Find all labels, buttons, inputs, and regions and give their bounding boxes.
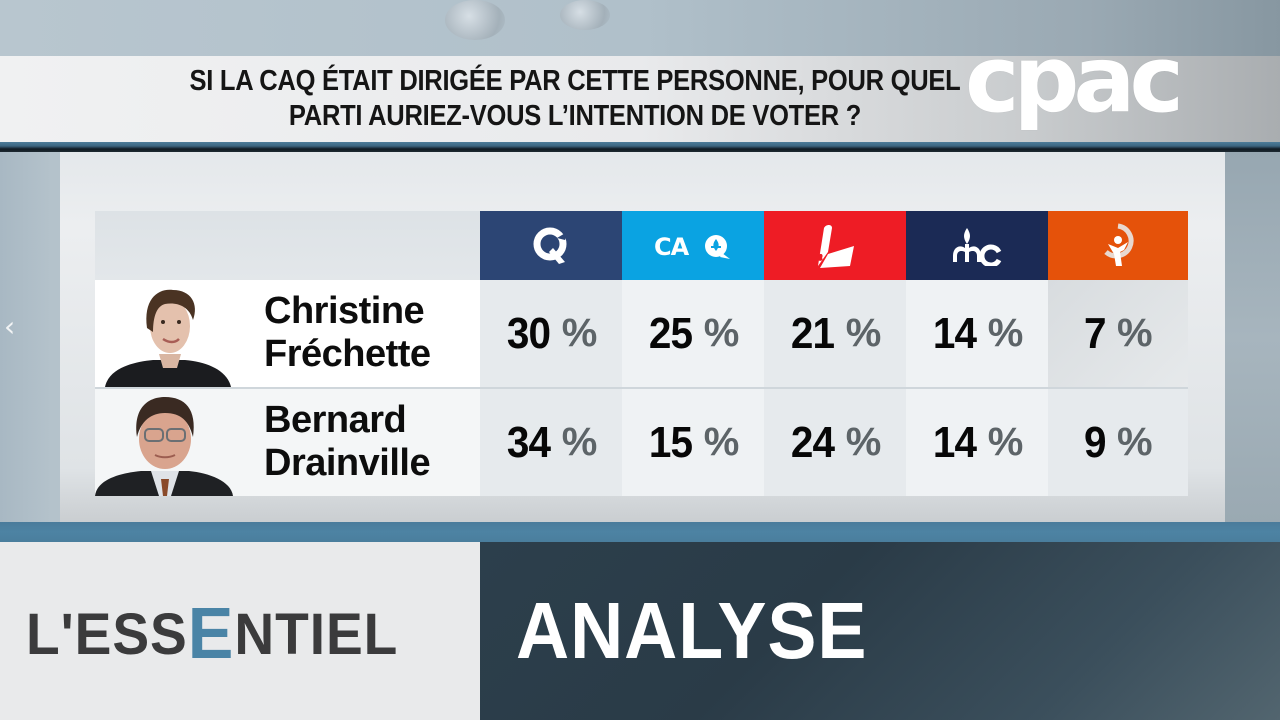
show-title-part-1: L'ESS [26, 602, 188, 667]
value-cell-pcq: 14% [906, 280, 1048, 387]
percent-sign: % [845, 420, 882, 464]
value-number: 21 [790, 308, 835, 358]
party-header-qs [1048, 211, 1188, 280]
pq-logo-icon [533, 227, 567, 264]
svg-text:CA: CA [654, 233, 690, 261]
portrait-icon [103, 284, 235, 387]
row-divider [95, 387, 1188, 389]
percent-sign: % [703, 311, 740, 355]
show-title-accent: E [187, 594, 235, 674]
value-number: 25 [648, 308, 693, 358]
title-bar: SI LA CAQ ÉTAIT DIRIGÉE PAR CETTE PERSON… [0, 56, 1280, 142]
chart-title-line-1: SI LA CAQ ÉTAIT DIRIGÉE PAR CETTE PERSON… [189, 65, 961, 97]
party-header-caq: CA [622, 211, 764, 280]
caq-logo-icon: CA [654, 233, 730, 261]
value-number: 9 [1084, 417, 1107, 467]
cpac-logo: cpac [965, 26, 1184, 133]
value-cell-caq: 15% [622, 389, 764, 496]
value-number: 34 [506, 417, 551, 467]
party-header-row: CA [95, 211, 1188, 280]
party-header-pq [480, 211, 622, 280]
value-number: 7 [1084, 308, 1107, 358]
candidate-first-name: Christine [264, 290, 425, 332]
value-number: 14 [932, 417, 977, 467]
prev-arrow-icon[interactable]: ‹ [4, 310, 16, 343]
plq-logo-icon [818, 224, 854, 268]
pcq-logo-icon [953, 227, 1002, 266]
percent-sign: % [561, 311, 598, 355]
value-cell-pcq: 14% [906, 389, 1048, 496]
value-cell-plq: 24% [764, 389, 906, 496]
segment-panel [480, 542, 1280, 720]
percent-sign: % [561, 420, 598, 464]
value-number: 14 [932, 308, 977, 358]
value-cell-qs: 9% [1048, 389, 1188, 496]
candidate-last-name: Fréchette [264, 333, 431, 375]
value-number: 30 [506, 308, 551, 358]
party-header-pcq [906, 211, 1048, 280]
background-top [0, 0, 1280, 56]
show-title: L'ESSENTIEL [26, 598, 398, 670]
qs-logo-icon [1104, 223, 1134, 266]
value-cell-plq: 21% [764, 280, 906, 387]
percent-sign: % [845, 311, 882, 355]
candidate-name: Christine Fréchette [264, 290, 474, 376]
candidate-last-name: Drainville [264, 442, 431, 484]
show-title-panel [0, 542, 480, 720]
value-number: 24 [790, 417, 835, 467]
chart-title: SI LA CAQ ÉTAIT DIRIGÉE PAR CETTE PERSON… [69, 64, 1081, 134]
percent-sign: % [1116, 311, 1153, 355]
title-divider [0, 142, 1280, 152]
percent-sign: % [987, 311, 1024, 355]
candidate-photo-drainville [95, 393, 235, 496]
chart-title-line-2: PARTI AURIEZ-VOUS L’INTENTION DE VOTER ? [288, 100, 862, 132]
candidate-row-frechette: Christine Fréchette 30% 25% 21% 14% 7% [95, 280, 1188, 387]
value-cell-pq: 34% [480, 389, 622, 496]
decorative-bubble [560, 0, 610, 30]
header-blank-cell [95, 211, 480, 280]
candidate-name: Bernard Drainville [264, 399, 474, 485]
candidate-row-drainville: Bernard Drainville 34% 15% 24% 14% 9% [95, 389, 1188, 496]
decorative-bubble [445, 0, 505, 40]
candidate-cell: Bernard Drainville [95, 389, 480, 496]
candidate-first-name: Bernard [264, 399, 407, 441]
party-header-plq [764, 211, 906, 280]
percent-sign: % [987, 420, 1024, 464]
poll-table: CA [95, 211, 1188, 496]
portrait-icon [95, 393, 235, 496]
show-title-part-2: NTIEL [234, 602, 399, 667]
value-cell-qs: 7% [1048, 280, 1188, 387]
value-cell-caq: 25% [622, 280, 764, 387]
segment-label: ANALYSE [516, 586, 868, 675]
percent-sign: % [703, 420, 740, 464]
candidate-photo-frechette [103, 284, 235, 387]
banner-divider [0, 522, 1280, 542]
value-cell-pq: 30% [480, 280, 622, 387]
candidate-cell: Christine Fréchette [95, 280, 480, 387]
value-number: 15 [648, 417, 693, 467]
percent-sign: % [1116, 420, 1153, 464]
board-right-edge [1225, 152, 1280, 524]
